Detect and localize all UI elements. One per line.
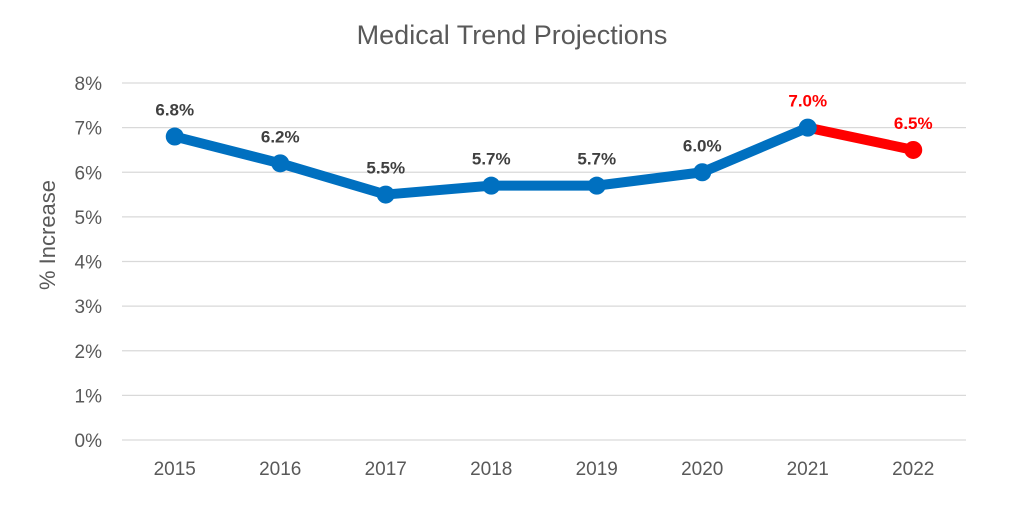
- series-line-segment: [275, 158, 391, 200]
- y-tick-label: 5%: [75, 208, 103, 229]
- data-label: 6.5%: [894, 114, 933, 133]
- data-labels: 6.8% 6.2% 5.5% 5.7% 5.7% 6.0% 7.0% 6.5%: [155, 92, 932, 178]
- y-tick-label: 6%: [75, 163, 103, 184]
- x-tick-label: 2020: [681, 459, 723, 480]
- data-label: 5.7%: [472, 150, 511, 169]
- series-line-segment: [169, 131, 286, 169]
- y-tick-label: 3%: [75, 297, 103, 318]
- series-line-segment: [697, 122, 813, 178]
- y-tick-label: 8%: [75, 74, 103, 95]
- gridlines: [122, 82, 966, 441]
- data-point: [376, 185, 395, 204]
- x-tick-label: 2021: [787, 459, 829, 480]
- data-point: [798, 118, 817, 137]
- series-points: [165, 118, 923, 204]
- y-tick-label: 2%: [75, 342, 103, 363]
- y-tick-label: 0%: [75, 431, 103, 452]
- data-label: 5.5%: [366, 159, 405, 178]
- data-label: 6.0%: [683, 136, 722, 155]
- series-line-segment: [802, 122, 919, 155]
- x-tick-label: 2019: [576, 459, 618, 480]
- y-axis-tick-labels: 0% 1% 2% 3% 4% 5% 6% 7% 8%: [75, 74, 103, 452]
- y-tick-label: 4%: [75, 253, 103, 274]
- x-tick-label: 2022: [892, 459, 934, 480]
- x-tick-label: 2017: [365, 459, 407, 480]
- data-point: [904, 140, 923, 159]
- y-axis-title: % Increase: [35, 180, 60, 290]
- y-tick-label: 7%: [75, 119, 103, 140]
- data-point: [482, 176, 501, 195]
- x-tick-label: 2015: [154, 459, 196, 480]
- data-label: 7.0%: [788, 92, 827, 111]
- y-tick-label: 1%: [75, 386, 103, 407]
- data-point: [165, 127, 184, 146]
- data-label: 5.7%: [577, 150, 616, 169]
- data-point: [271, 154, 290, 173]
- series-lines: [169, 122, 919, 200]
- data-point: [587, 176, 606, 195]
- series-line-segment: [380, 180, 497, 200]
- x-tick-label: 2016: [259, 459, 301, 480]
- x-axis-tick-labels: 2015 2016 2017 2018 2019 2020 2021 2022: [154, 459, 935, 480]
- series-line-segment: [591, 167, 708, 191]
- data-point: [693, 163, 712, 182]
- data-label: 6.8%: [155, 101, 194, 120]
- data-label: 6.2%: [261, 127, 300, 146]
- x-tick-label: 2018: [470, 459, 512, 480]
- chart-title: Medical Trend Projections: [356, 20, 668, 50]
